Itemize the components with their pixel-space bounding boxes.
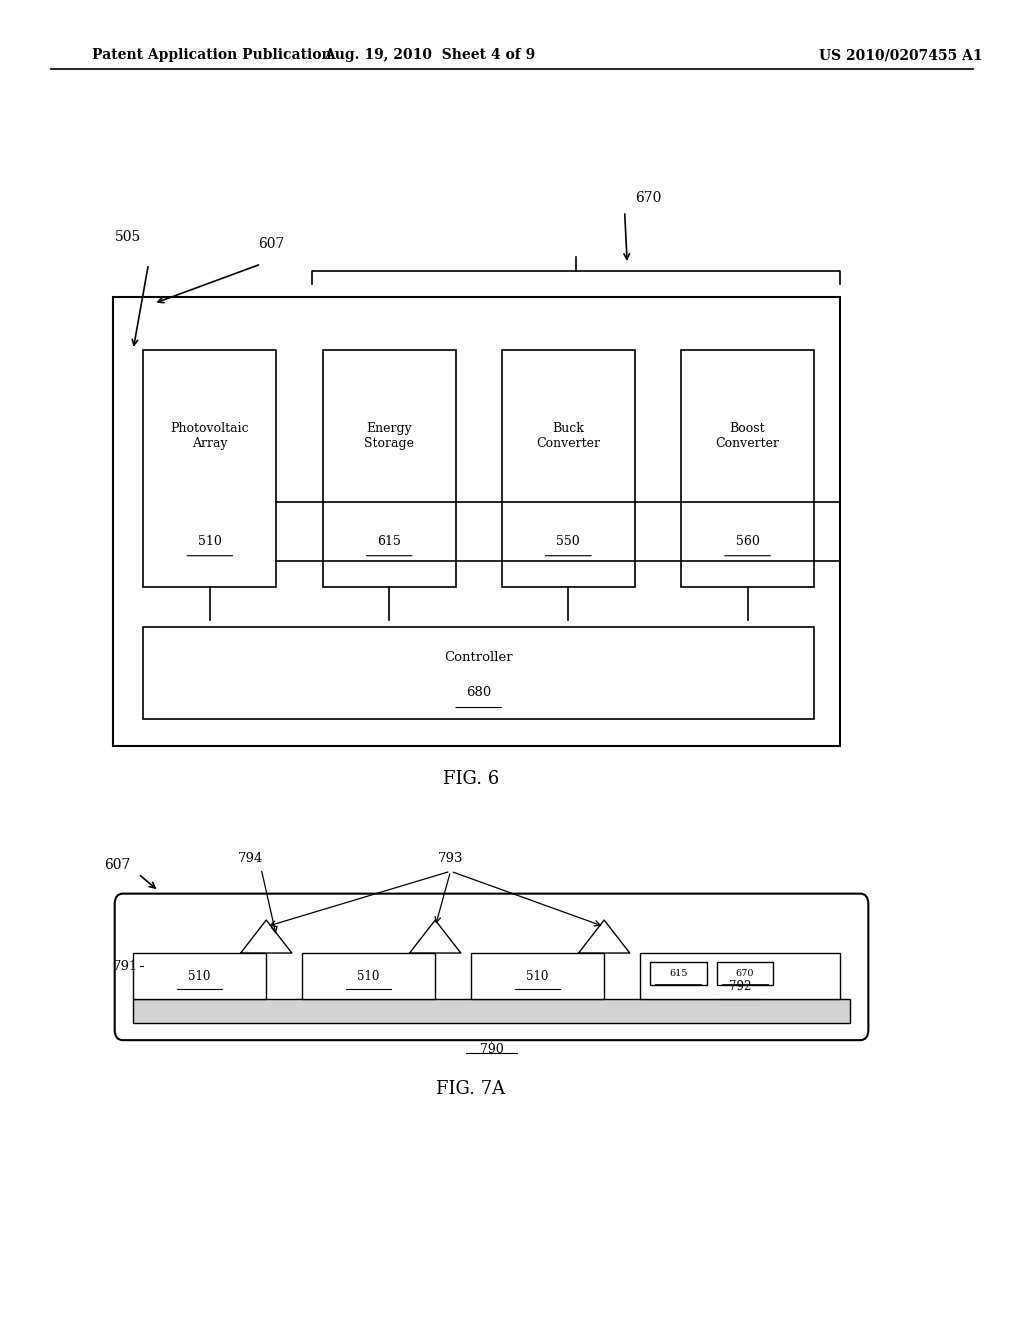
Text: 793: 793 — [438, 851, 463, 865]
Text: Energy
Storage: Energy Storage — [365, 421, 414, 450]
Text: Buck
Converter: Buck Converter — [537, 421, 600, 450]
Text: 607: 607 — [104, 858, 131, 871]
Bar — [302, 953, 435, 999]
Bar — [323, 350, 456, 587]
Text: Photovoltaic
Array: Photovoltaic Array — [171, 421, 249, 450]
Text: 615: 615 — [669, 969, 688, 978]
Bar — [143, 350, 276, 587]
Text: 790: 790 — [479, 1043, 504, 1056]
Text: 550: 550 — [556, 535, 581, 548]
Bar — [681, 350, 814, 587]
Text: US 2010/0207455 A1: US 2010/0207455 A1 — [819, 49, 983, 62]
Bar — [471, 953, 604, 999]
Text: 680: 680 — [466, 686, 492, 700]
Bar — [717, 962, 773, 985]
Text: 510: 510 — [526, 970, 549, 982]
Text: 560: 560 — [735, 535, 760, 548]
Text: 792: 792 — [729, 981, 751, 993]
Bar — [143, 627, 814, 719]
Text: 791: 791 — [113, 960, 138, 973]
Text: Aug. 19, 2010  Sheet 4 of 9: Aug. 19, 2010 Sheet 4 of 9 — [325, 49, 536, 62]
Text: 505: 505 — [115, 230, 141, 244]
Text: Boost
Converter: Boost Converter — [716, 421, 779, 450]
Text: 510: 510 — [357, 970, 380, 982]
Text: 510: 510 — [198, 535, 222, 548]
Text: FIG. 7A: FIG. 7A — [436, 1080, 506, 1098]
Text: 607: 607 — [258, 236, 285, 251]
FancyBboxPatch shape — [115, 894, 868, 1040]
Bar — [650, 962, 707, 985]
Text: 510: 510 — [188, 970, 211, 982]
Text: Controller: Controller — [444, 651, 513, 664]
Bar — [502, 350, 635, 587]
Bar — [133, 953, 266, 999]
Text: Patent Application Publication: Patent Application Publication — [92, 49, 332, 62]
Bar — [113, 297, 840, 746]
Text: 670: 670 — [635, 190, 662, 205]
Text: 615: 615 — [377, 535, 401, 548]
Bar — [640, 953, 840, 999]
Text: FIG. 6: FIG. 6 — [443, 770, 499, 788]
Text: 794: 794 — [239, 851, 263, 865]
Bar — [133, 999, 850, 1023]
Text: 670: 670 — [735, 969, 755, 978]
